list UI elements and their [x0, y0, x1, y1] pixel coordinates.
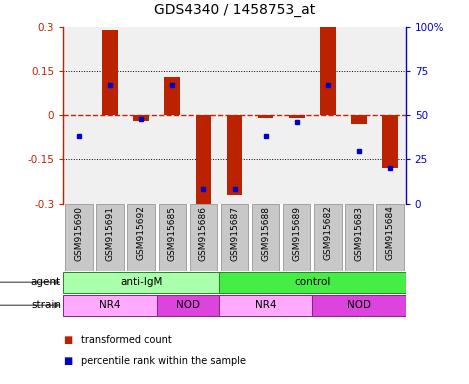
Text: GSM915689: GSM915689	[292, 205, 301, 260]
Text: strain: strain	[31, 300, 61, 310]
Bar	[159, 204, 186, 271]
Text: GSM915691: GSM915691	[106, 205, 114, 260]
Bar	[157, 295, 219, 316]
Bar	[189, 204, 217, 271]
Text: GSM915685: GSM915685	[168, 205, 177, 260]
Text: GSM915690: GSM915690	[75, 205, 83, 260]
Text: NR4: NR4	[255, 300, 276, 310]
Bar	[345, 204, 373, 271]
Text: ■: ■	[63, 356, 73, 366]
Bar	[312, 295, 406, 316]
Bar	[63, 272, 219, 293]
Bar	[314, 204, 341, 271]
Bar	[320, 27, 336, 115]
Bar	[219, 295, 312, 316]
Text: GSM915682: GSM915682	[323, 205, 333, 260]
Bar	[258, 115, 273, 118]
Bar	[221, 204, 248, 271]
Bar	[165, 77, 180, 115]
Bar	[283, 204, 310, 271]
Text: GSM915692: GSM915692	[136, 205, 146, 260]
Text: anti-IgM: anti-IgM	[120, 277, 162, 287]
Text: GDS4340 / 1458753_at: GDS4340 / 1458753_at	[154, 3, 315, 17]
Text: NOD: NOD	[176, 300, 200, 310]
Bar	[252, 204, 280, 271]
Bar	[227, 115, 242, 195]
Bar	[289, 115, 304, 118]
Text: GSM915688: GSM915688	[261, 205, 270, 260]
Bar	[128, 204, 155, 271]
Text: NOD: NOD	[347, 300, 371, 310]
Text: transformed count: transformed count	[81, 335, 172, 345]
Text: GSM915686: GSM915686	[199, 205, 208, 260]
Text: agent: agent	[31, 277, 61, 287]
Text: NR4: NR4	[99, 300, 121, 310]
Text: GSM915683: GSM915683	[355, 205, 363, 260]
Text: percentile rank within the sample: percentile rank within the sample	[81, 356, 246, 366]
Bar	[96, 204, 124, 271]
Text: GSM915687: GSM915687	[230, 205, 239, 260]
Bar	[351, 115, 367, 124]
Bar	[377, 204, 404, 271]
Bar	[65, 204, 92, 271]
Bar	[133, 115, 149, 121]
Text: control: control	[294, 277, 331, 287]
Bar	[382, 115, 398, 168]
Bar	[102, 30, 118, 115]
Bar	[63, 295, 157, 316]
Bar	[196, 115, 211, 204]
Text: ■: ■	[63, 335, 73, 345]
Text: GSM915684: GSM915684	[386, 205, 394, 260]
Bar	[219, 272, 406, 293]
